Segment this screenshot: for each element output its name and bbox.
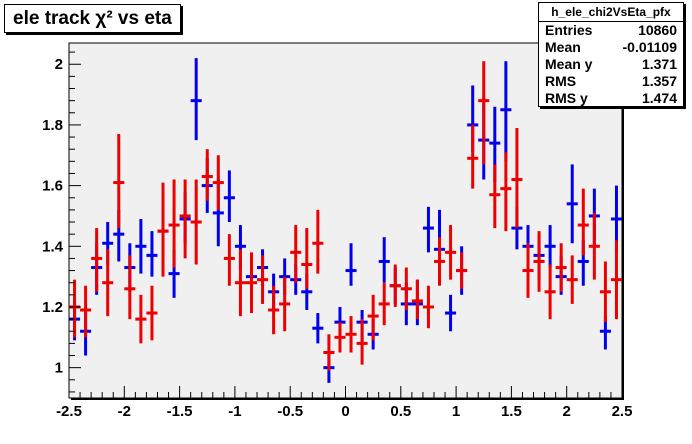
stats-label: RMS xyxy=(545,73,577,89)
y-tick-label: 1.8 xyxy=(42,117,63,134)
stats-row-rms: RMS 1.357 xyxy=(539,73,683,90)
stats-label: RMS y xyxy=(545,90,588,106)
stats-value: 1.371 xyxy=(641,56,677,72)
stats-value: 1.474 xyxy=(641,90,677,106)
y-tick-label: 1.4 xyxy=(42,238,64,255)
y-tick-label: 1.6 xyxy=(42,178,63,195)
x-tick-label: -1 xyxy=(228,403,241,420)
plot-frame xyxy=(68,42,623,399)
x-tick-label: 1.5 xyxy=(501,403,522,420)
stats-row-rms-y: RMS y 1.474 xyxy=(539,90,683,107)
stats-row-entries: Entries 10860 xyxy=(539,22,683,39)
x-tick-label: 0 xyxy=(341,403,349,420)
stats-histogram-name: h_ele_chi2VsEta_pfx xyxy=(539,3,683,22)
x-tick-label: -1.5 xyxy=(167,403,193,420)
x-tick-label: 1 xyxy=(452,403,460,420)
stats-value: 1.357 xyxy=(641,73,677,89)
chart-title-text: ele track χ² vs eta xyxy=(13,8,172,29)
x-tick-label: 2 xyxy=(563,403,571,420)
x-tick-label: -0.5 xyxy=(277,403,303,420)
x-tick-label: 2.5 xyxy=(612,403,633,420)
x-tick-label: 0.5 xyxy=(390,403,411,420)
chart-title: ele track χ² vs eta xyxy=(4,4,181,33)
stats-label: Entries xyxy=(545,22,593,38)
stats-row-mean: Mean -0.01109 xyxy=(539,39,683,56)
stats-value: -0.01109 xyxy=(622,39,678,55)
stats-value: 10860 xyxy=(638,22,677,38)
x-tick-label: -2 xyxy=(118,403,131,420)
stats-row-mean-y: Mean y 1.371 xyxy=(539,56,683,73)
x-tick-label: -2.5 xyxy=(56,403,82,420)
stats-label: Mean y xyxy=(545,56,593,72)
y-tick-label: 1 xyxy=(55,360,63,377)
y-tick-label: 1.2 xyxy=(42,299,63,316)
y-tick-label: 2 xyxy=(55,56,63,73)
stats-label: Mean xyxy=(545,39,581,55)
stats-box: h_ele_chi2VsEta_pfx Entries 10860 Mean -… xyxy=(538,2,684,107)
